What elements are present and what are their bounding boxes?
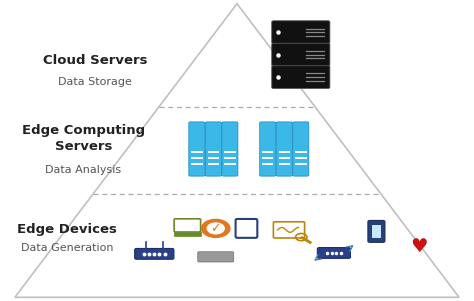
FancyBboxPatch shape [276,122,292,176]
FancyBboxPatch shape [135,248,174,259]
FancyBboxPatch shape [272,66,330,88]
Text: Edge Devices: Edge Devices [17,223,117,236]
FancyBboxPatch shape [272,43,330,66]
FancyBboxPatch shape [173,232,201,236]
Text: ✓: ✓ [210,222,221,235]
Text: Data Analysis: Data Analysis [46,165,121,175]
Text: Edge Computing
Servers: Edge Computing Servers [22,124,145,153]
FancyBboxPatch shape [189,122,205,176]
Text: Data Storage: Data Storage [58,76,132,87]
FancyBboxPatch shape [222,122,238,176]
FancyBboxPatch shape [318,248,350,258]
FancyBboxPatch shape [293,122,309,176]
FancyBboxPatch shape [368,220,385,242]
Text: Data Generation: Data Generation [20,243,113,253]
FancyBboxPatch shape [372,225,381,238]
FancyBboxPatch shape [198,252,234,262]
FancyBboxPatch shape [236,219,257,238]
Circle shape [207,223,224,234]
FancyBboxPatch shape [260,122,276,176]
FancyBboxPatch shape [272,21,330,44]
Text: Cloud Servers: Cloud Servers [43,54,147,67]
FancyBboxPatch shape [174,219,201,232]
FancyBboxPatch shape [205,122,221,176]
Text: ♥: ♥ [410,237,428,256]
Circle shape [201,219,230,237]
FancyBboxPatch shape [273,222,305,238]
